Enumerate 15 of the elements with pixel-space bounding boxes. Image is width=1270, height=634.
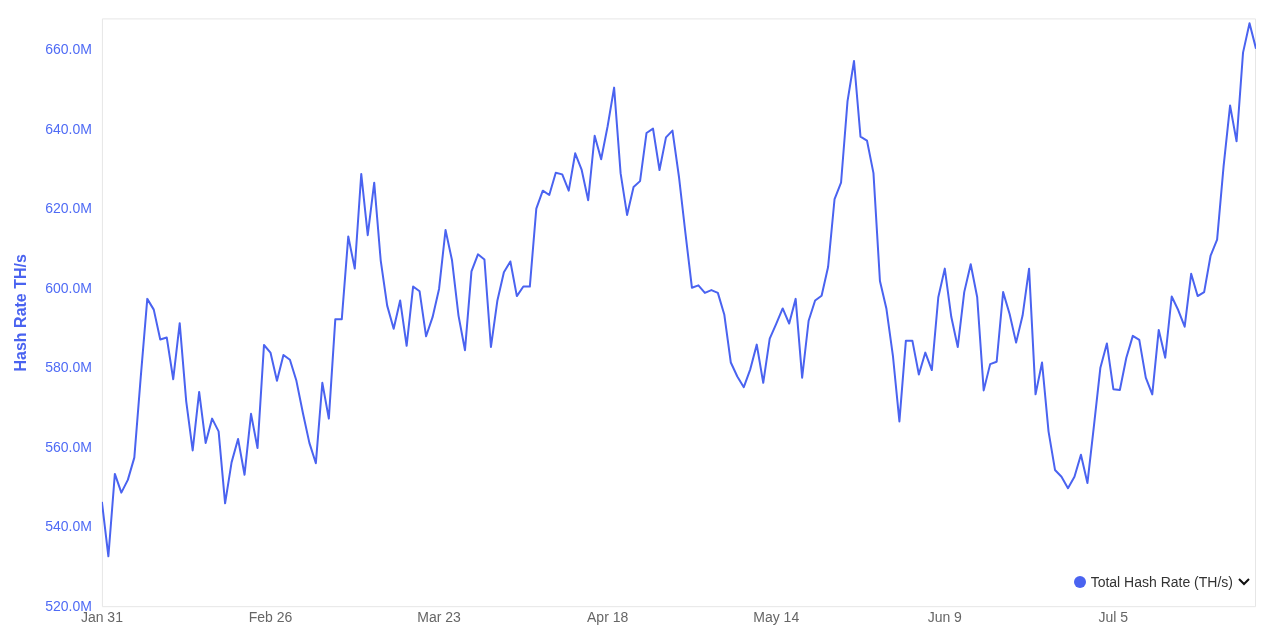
y-tick-label: 560.0M bbox=[45, 438, 92, 455]
y-tick-label: 660.0M bbox=[45, 41, 92, 58]
y-tick-label: 580.0M bbox=[45, 359, 92, 376]
x-tick-label: Jun 9 bbox=[927, 609, 963, 626]
y-tick-label: 620.0M bbox=[45, 200, 92, 217]
x-tick-label: Jul 5 bbox=[1098, 609, 1129, 626]
x-tick-label: May 14 bbox=[753, 609, 800, 626]
x-tick-label: Feb 26 bbox=[248, 609, 293, 626]
legend-label: Total Hash Rate (TH/s) bbox=[1090, 574, 1233, 590]
y-tick-label: 600.0M bbox=[45, 279, 92, 296]
y-tick-label: 540.0M bbox=[45, 518, 92, 535]
y-axis-title: Hash Rate TH/s bbox=[12, 254, 30, 372]
x-tick-label: Apr 18 bbox=[587, 609, 629, 626]
x-tick-label: Mar 23 bbox=[417, 609, 462, 626]
y-tick-label: 640.0M bbox=[45, 120, 92, 137]
